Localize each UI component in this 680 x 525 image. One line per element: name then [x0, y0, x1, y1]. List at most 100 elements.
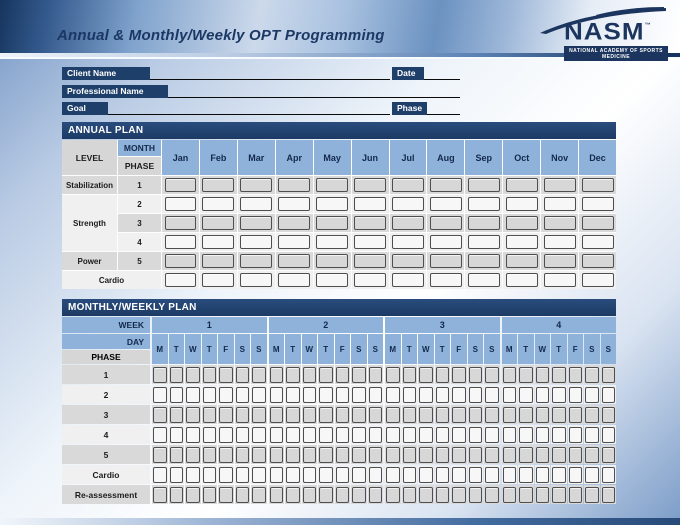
annual-cell[interactable] — [237, 252, 275, 270]
monthly-cell[interactable] — [600, 365, 616, 384]
monthly-cell[interactable] — [218, 425, 234, 444]
monthly-cell[interactable] — [367, 385, 383, 404]
monthly-cell[interactable] — [351, 425, 367, 444]
annual-cell[interactable] — [237, 233, 275, 251]
annual-cell[interactable] — [162, 271, 199, 289]
monthly-cell[interactable] — [185, 485, 201, 504]
annual-cell[interactable] — [427, 176, 465, 194]
monthly-cell[interactable] — [268, 425, 284, 444]
monthly-cell[interactable] — [551, 405, 567, 424]
monthly-cell[interactable] — [367, 445, 383, 464]
monthly-cell[interactable] — [534, 485, 550, 504]
monthly-cell[interactable] — [434, 445, 450, 464]
monthly-cell[interactable] — [600, 445, 616, 464]
monthly-cell[interactable] — [334, 365, 350, 384]
monthly-cell[interactable] — [385, 385, 401, 404]
annual-cell[interactable] — [199, 233, 237, 251]
monthly-cell[interactable] — [185, 445, 201, 464]
monthly-cell[interactable] — [318, 445, 334, 464]
monthly-cell[interactable] — [301, 485, 317, 504]
annual-cell[interactable] — [465, 233, 503, 251]
monthly-cell[interactable] — [434, 465, 450, 484]
monthly-cell[interactable] — [518, 365, 534, 384]
monthly-cell[interactable] — [234, 405, 250, 424]
annual-cell[interactable] — [275, 176, 313, 194]
monthly-cell[interactable] — [251, 425, 267, 444]
monthly-cell[interactable] — [268, 465, 284, 484]
monthly-cell[interactable] — [534, 425, 550, 444]
monthly-cell[interactable] — [201, 385, 217, 404]
annual-cell[interactable] — [389, 176, 427, 194]
monthly-cell[interactable] — [484, 425, 500, 444]
annual-cell[interactable] — [162, 195, 199, 213]
annual-cell[interactable] — [541, 176, 579, 194]
monthly-cell[interactable] — [518, 485, 534, 504]
monthly-cell[interactable] — [518, 445, 534, 464]
annual-cell[interactable] — [465, 271, 503, 289]
annual-cell[interactable] — [579, 271, 616, 289]
annual-cell[interactable] — [275, 233, 313, 251]
monthly-cell[interactable] — [451, 445, 467, 464]
annual-cell[interactable] — [427, 214, 465, 232]
monthly-cell[interactable] — [518, 405, 534, 424]
monthly-cell[interactable] — [401, 425, 417, 444]
annual-cell[interactable] — [389, 271, 427, 289]
monthly-cell[interactable] — [367, 425, 383, 444]
monthly-cell[interactable] — [168, 445, 184, 464]
monthly-cell[interactable] — [385, 405, 401, 424]
annual-cell[interactable] — [541, 271, 579, 289]
monthly-cell[interactable] — [301, 365, 317, 384]
monthly-cell[interactable] — [251, 445, 267, 464]
annual-cell[interactable] — [351, 271, 389, 289]
monthly-cell[interactable] — [334, 485, 350, 504]
monthly-cell[interactable] — [584, 445, 600, 464]
monthly-cell[interactable] — [451, 485, 467, 504]
monthly-cell[interactable] — [484, 365, 500, 384]
monthly-cell[interactable] — [401, 365, 417, 384]
monthly-cell[interactable] — [484, 445, 500, 464]
monthly-cell[interactable] — [251, 465, 267, 484]
monthly-cell[interactable] — [234, 425, 250, 444]
monthly-cell[interactable] — [201, 405, 217, 424]
monthly-cell[interactable] — [201, 445, 217, 464]
annual-cell[interactable] — [427, 233, 465, 251]
monthly-cell[interactable] — [201, 485, 217, 504]
monthly-cell[interactable] — [234, 385, 250, 404]
monthly-cell[interactable] — [401, 405, 417, 424]
monthly-cell[interactable] — [301, 445, 317, 464]
monthly-cell[interactable] — [351, 365, 367, 384]
monthly-cell[interactable] — [567, 385, 583, 404]
monthly-cell[interactable] — [534, 365, 550, 384]
annual-cell[interactable] — [389, 252, 427, 270]
monthly-cell[interactable] — [285, 385, 301, 404]
monthly-cell[interactable] — [600, 385, 616, 404]
monthly-cell[interactable] — [285, 425, 301, 444]
monthly-cell[interactable] — [334, 445, 350, 464]
annual-cell[interactable] — [237, 271, 275, 289]
monthly-cell[interactable] — [218, 365, 234, 384]
annual-cell[interactable] — [579, 214, 616, 232]
monthly-cell[interactable] — [501, 405, 517, 424]
monthly-cell[interactable] — [168, 425, 184, 444]
monthly-cell[interactable] — [168, 465, 184, 484]
monthly-cell[interactable] — [168, 485, 184, 504]
monthly-cell[interactable] — [385, 465, 401, 484]
monthly-cell[interactable] — [567, 465, 583, 484]
monthly-cell[interactable] — [600, 425, 616, 444]
monthly-cell[interactable] — [152, 425, 168, 444]
monthly-cell[interactable] — [318, 485, 334, 504]
monthly-cell[interactable] — [551, 465, 567, 484]
monthly-cell[interactable] — [551, 445, 567, 464]
monthly-cell[interactable] — [318, 425, 334, 444]
monthly-cell[interactable] — [501, 445, 517, 464]
monthly-cell[interactable] — [251, 405, 267, 424]
monthly-cell[interactable] — [551, 365, 567, 384]
monthly-cell[interactable] — [534, 445, 550, 464]
monthly-cell[interactable] — [351, 385, 367, 404]
monthly-cell[interactable] — [501, 365, 517, 384]
annual-cell[interactable] — [541, 252, 579, 270]
monthly-cell[interactable] — [301, 385, 317, 404]
monthly-cell[interactable] — [584, 485, 600, 504]
annual-cell[interactable] — [237, 195, 275, 213]
monthly-cell[interactable] — [152, 365, 168, 384]
